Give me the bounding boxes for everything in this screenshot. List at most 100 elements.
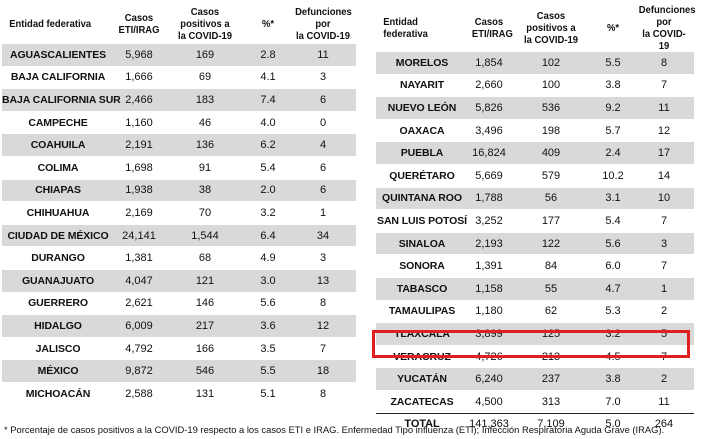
cell-pct: 5.7: [592, 119, 634, 142]
cell-defunciones: 13: [290, 269, 356, 293]
cell-entidad: TAMAULIPAS: [376, 300, 468, 323]
cell-defunciones: 2: [634, 300, 694, 323]
cell-defunciones: 0: [290, 111, 356, 134]
cell-pct: 3.2: [592, 322, 634, 346]
header-positivos: Casos positivos a la COVID-19: [523, 10, 579, 46]
table-row: CIUDAD DE MÉXICO 24,141 1,544 6.4 34: [2, 224, 356, 247]
cell-positivos: 102: [510, 52, 592, 75]
cell-entidad: MICHOACÁN: [2, 382, 114, 405]
cell-entidad: COLIMA: [2, 156, 114, 180]
cell-casos: 1,160: [114, 111, 164, 134]
cell-casos: 1,854: [468, 52, 510, 75]
cell-pct: 5.4: [246, 156, 290, 180]
cell-pct: 2.4: [592, 141, 634, 165]
cell-defunciones: 6: [290, 179, 356, 202]
cell-entidad: CHIAPAS: [2, 179, 114, 202]
cell-defunciones: 3: [290, 246, 356, 270]
cell-entidad: ZACATECAS: [376, 390, 468, 413]
cell-pct: 5.5: [592, 52, 634, 75]
cell-entidad: SAN LUIS POTOSÍ: [376, 209, 468, 233]
header-defunciones: Defunciones por la COVID-19: [638, 4, 696, 52]
cell-pct: 3.0: [246, 269, 290, 293]
cell-casos: 9,872: [114, 359, 164, 383]
cell-casos: 6,240: [468, 367, 510, 391]
total-defunciones: 264: [634, 412, 694, 434]
cell-casos: 3,899: [468, 322, 510, 346]
cell-casos: 4,047: [114, 269, 164, 293]
cell-positivos: 84: [510, 254, 592, 278]
header-entidad: Entidad federativa: [383, 16, 428, 40]
table-row: COAHUILA 2,191 136 6.2 4: [2, 133, 356, 157]
table-row: OAXACA 3,496 198 5.7 12: [376, 119, 694, 142]
cell-entidad: GUANAJUATO: [2, 269, 114, 293]
cell-entidad: HIDALGO: [2, 314, 114, 338]
cell-pct: 3.2: [246, 201, 290, 225]
cell-pct: 6.4: [246, 224, 290, 247]
cell-entidad: CIUDAD DE MÉXICO: [2, 224, 114, 247]
header-pct: %*: [261, 18, 275, 30]
cell-casos: 5,826: [468, 96, 510, 120]
cell-entidad: PUEBLA: [376, 141, 468, 165]
table-header-row: Entidad federativa Casos ETI/IRAG Casos p…: [376, 4, 696, 52]
cell-pct: 5.3: [592, 300, 634, 323]
cell-positivos: 546: [164, 359, 246, 383]
header-positivos: Casos positivos a la COVID-19: [177, 6, 233, 42]
cell-casos: 1,788: [468, 187, 510, 210]
cell-casos: 1,381: [114, 246, 164, 270]
cell-casos: 4,500: [468, 390, 510, 413]
table-row: COLIMA 1,698 91 5.4 6: [2, 156, 356, 180]
cell-pct: 4.0: [246, 111, 290, 134]
cell-pct: 3.8: [592, 367, 634, 391]
total-pct: 5.0: [592, 412, 634, 434]
table-row: TABASCO 1,158 55 4.7 1: [376, 277, 694, 301]
table-row: DURANGO 1,381 68 4.9 3: [2, 246, 356, 270]
cell-positivos: 536: [510, 96, 592, 120]
cell-casos: 24,141: [114, 224, 164, 247]
cell-pct: 3.6: [246, 314, 290, 338]
header-casos: Casos ETI/IRAG: [471, 16, 513, 40]
cell-positivos: 68: [164, 246, 246, 270]
cell-pct: 3.5: [246, 337, 290, 360]
cell-positivos: 409: [510, 141, 592, 165]
table-row: MÉXICO 9,872 546 5.5 18: [2, 359, 356, 383]
cell-positivos: 169: [164, 44, 246, 67]
cell-entidad: OAXACA: [376, 119, 468, 142]
cell-entidad: JALISCO: [2, 337, 114, 360]
cell-defunciones: 11: [634, 390, 694, 413]
table-row: GUANAJUATO 4,047 121 3.0 13: [2, 269, 356, 293]
cell-positivos: 125: [510, 322, 592, 346]
cell-positivos: 131: [164, 382, 246, 405]
cell-pct: 3.1: [592, 187, 634, 210]
cell-entidad: TABASCO: [376, 277, 468, 301]
cell-casos: 5,669: [468, 164, 510, 188]
cell-casos: 2,466: [114, 88, 164, 112]
cell-casos: 2,193: [468, 232, 510, 255]
cell-positivos: 217: [164, 314, 246, 338]
cell-casos: 4,726: [468, 345, 510, 368]
table-row: TAMAULIPAS 1,180 62 5.3 2: [376, 300, 694, 323]
total-casos: 141,363: [468, 412, 510, 434]
cell-entidad: QUERÉTARO: [376, 164, 468, 188]
cell-positivos: 91: [164, 156, 246, 180]
cell-positivos: 56: [510, 187, 592, 210]
cell-entidad: MÉXICO: [2, 359, 114, 383]
table-row: QUERÉTARO 5,669 579 10.2 14: [376, 164, 694, 188]
cell-entidad: BAJA CALIFORNIA SUR: [2, 88, 121, 112]
cell-positivos: 62: [510, 300, 592, 323]
footnote: * Porcentaje de casos positivos a la COV…: [4, 424, 665, 435]
cell-positivos: 100: [510, 74, 592, 97]
cell-positivos: 198: [510, 119, 592, 142]
header-entidad: Entidad federativa: [9, 18, 92, 30]
cell-entidad: QUINTANA ROO: [376, 187, 468, 210]
cell-defunciones: 4: [290, 133, 356, 157]
total-row: TOTAL 141,363 7,109 5.0 264: [376, 412, 694, 434]
cell-entidad: BAJA CALIFORNIA: [2, 66, 114, 89]
header-casos: Casos ETI/IRAG: [118, 12, 160, 36]
cell-defunciones: 6: [290, 88, 356, 112]
cell-casos: 4,792: [114, 337, 164, 360]
cell-positivos: 579: [510, 164, 592, 188]
cell-entidad: DURANGO: [2, 246, 114, 270]
table-row: CHIHUAHUA 2,169 70 3.2 1: [2, 201, 356, 225]
cell-entidad: CAMPECHE: [2, 111, 114, 134]
cell-positivos: 136: [164, 133, 246, 157]
